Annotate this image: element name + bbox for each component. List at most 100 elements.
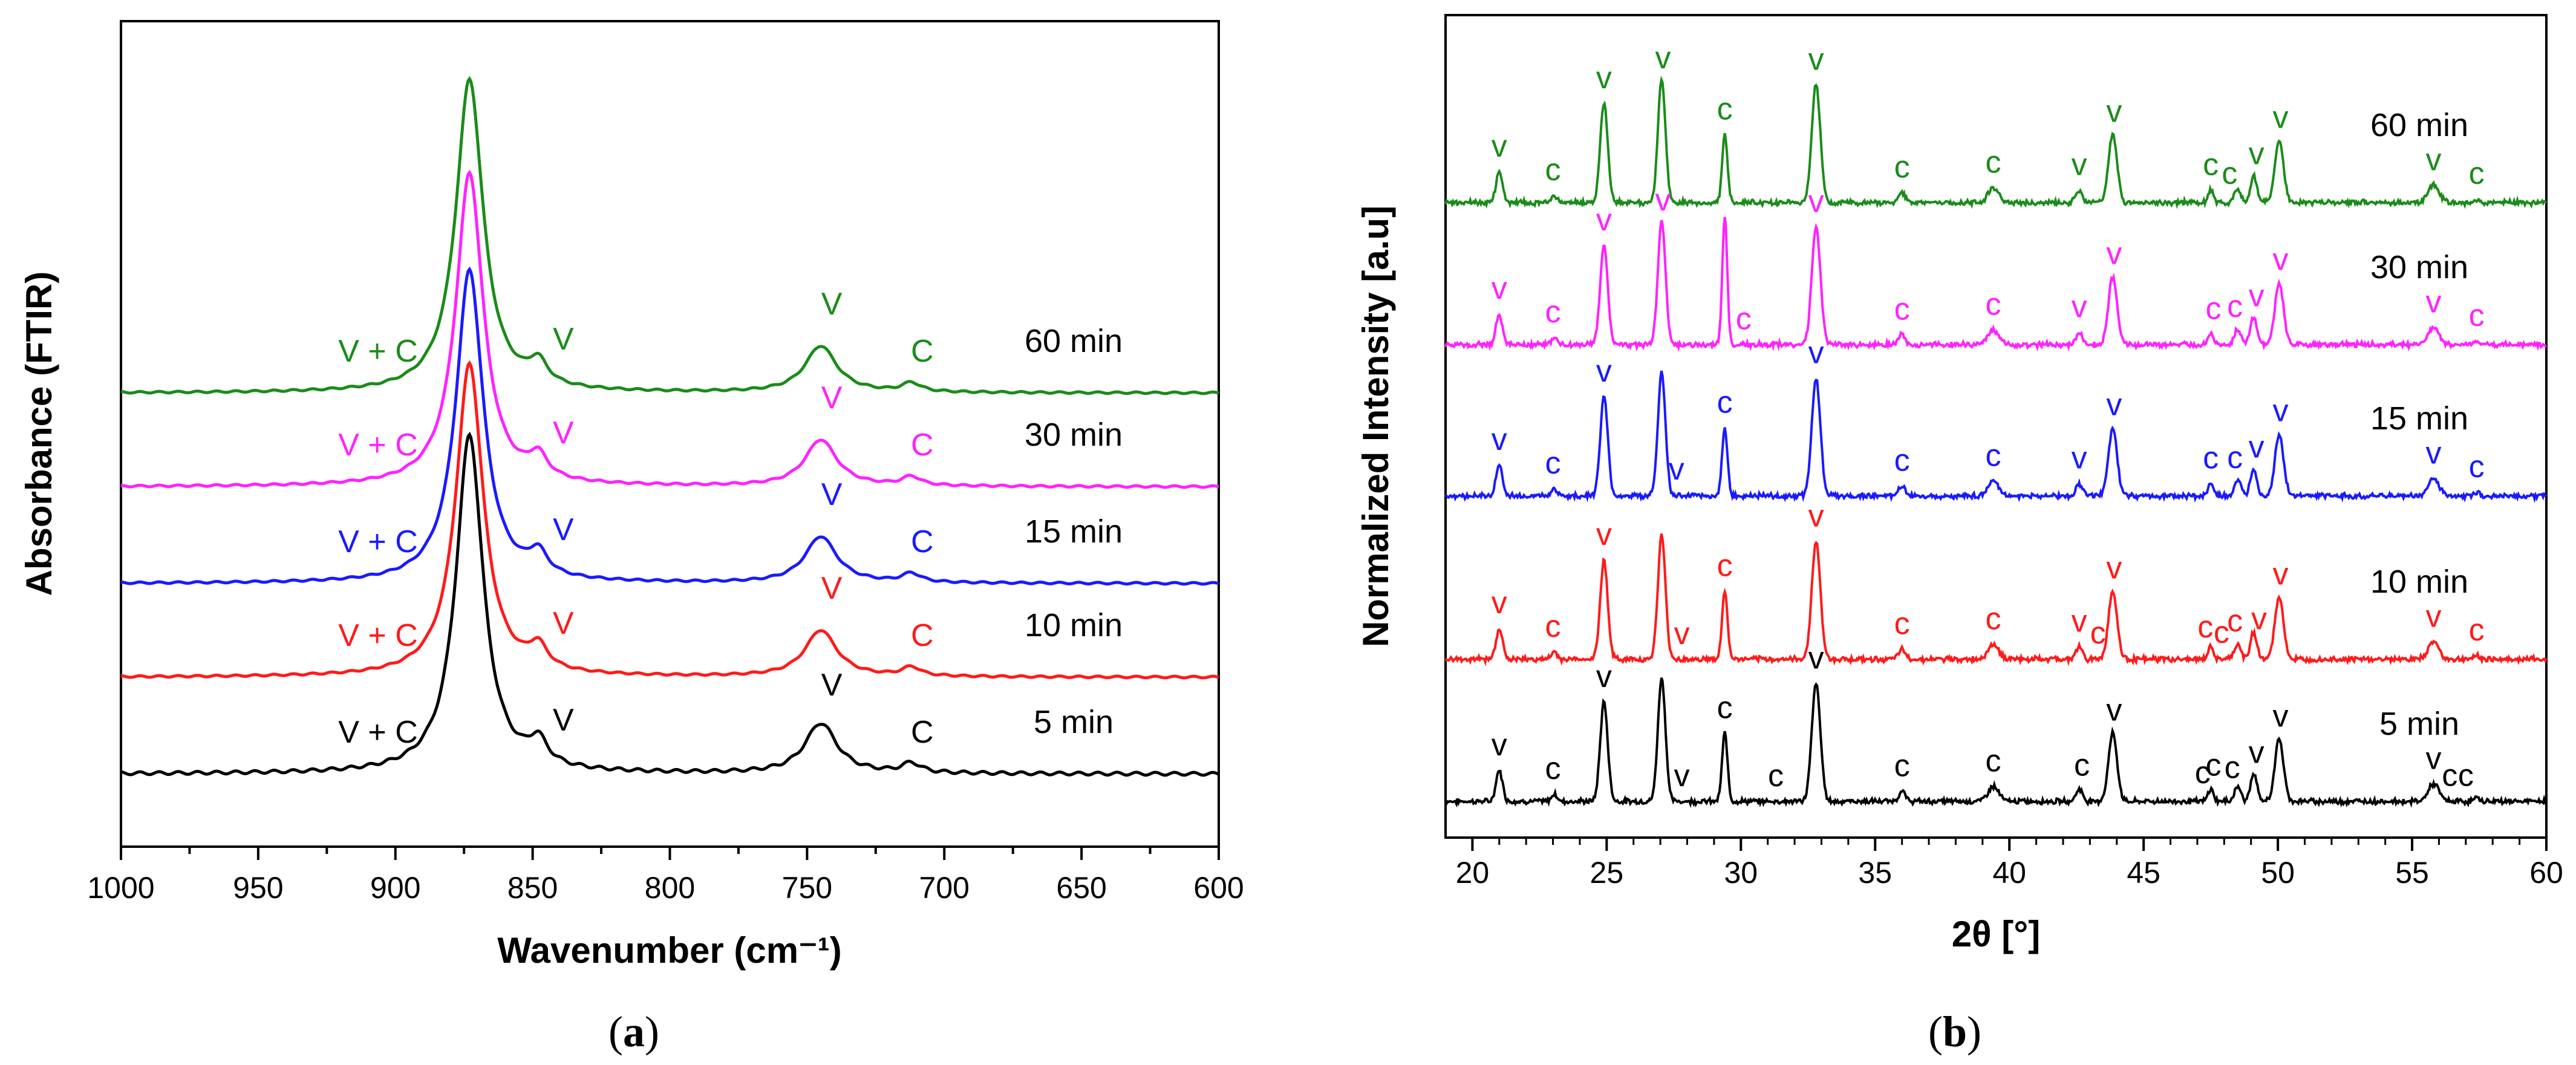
- panel-b-caption: (b): [1928, 1008, 1981, 1056]
- panel-b-phase-mark: c: [1894, 749, 1910, 784]
- panel-b-series-name: 15 min: [2370, 400, 2468, 437]
- panel-b-phase-mark: v: [1808, 498, 1824, 533]
- panel-a-tick-label: 700: [919, 871, 970, 905]
- panel-b-phase-mark: v: [2106, 551, 2122, 586]
- panel-b-phase-mark: v: [2251, 602, 2267, 637]
- panel-b-tick-label: 40: [1992, 856, 2026, 890]
- panel-b-phase-mark: v: [1808, 640, 1824, 676]
- panel-b-phase-mark: c: [1894, 607, 1910, 642]
- panel-b-phase-mark: c: [1768, 758, 1784, 793]
- panel-b-phase-mark: v: [2273, 100, 2289, 135]
- panel-b-phase-mark: c: [1545, 609, 1561, 644]
- panel-b-phase-mark: v: [1596, 203, 1612, 238]
- panel-b-phase-mark: c: [2074, 747, 2090, 783]
- panel-a-peak-label: V: [821, 571, 843, 606]
- panel-b-series-name: 5 min: [2379, 706, 2459, 742]
- panel-a-series-line-30-min: [120, 169, 1219, 489]
- panel-a-xlabel: Wavenumber (cm⁻¹): [497, 930, 842, 971]
- panel-a-tick-label: 900: [370, 871, 420, 905]
- panel-a-peak-label: V: [553, 703, 574, 738]
- panel-b-phase-mark: c: [1986, 287, 2001, 322]
- panel-b-phase-mark: c: [2203, 441, 2219, 476]
- panel-b-phase-mark: v: [2106, 388, 2122, 423]
- panel-b-phase-mark: v: [1655, 183, 1671, 218]
- panel-a-left-label: V + C: [338, 334, 418, 369]
- panel-b-phase-mark: v: [2273, 556, 2289, 591]
- panel-a-tick-label: 1000: [87, 871, 154, 905]
- panel-a-peak-label: C: [911, 334, 934, 369]
- panel-b-phase-mark: c: [2227, 289, 2243, 324]
- panel-b-xlabel: 2θ [°]: [1952, 914, 2040, 954]
- panel-b-phase-mark: v: [2426, 284, 2442, 319]
- panel-b-ylabel: Normalized Intensity [a.u]: [1355, 206, 1396, 647]
- panel-a-peak-label: V: [553, 415, 574, 451]
- panel-b-phase-mark: c: [1717, 690, 1733, 725]
- panel-b-phase-mark: v: [2426, 142, 2442, 177]
- panel-a-series-name: 10 min: [1025, 607, 1123, 643]
- panel-b-phase-mark: v: [2249, 735, 2265, 770]
- panel-b-phase-mark: v: [1596, 354, 1612, 389]
- panel-a-caption: (a): [608, 1008, 659, 1056]
- panel-b-phase-mark: c: [1986, 743, 2001, 778]
- panel-b-phase-mark: c: [2469, 156, 2485, 191]
- panel-b-series-line-10-min: [1444, 533, 2548, 666]
- panel-b-phase-mark: v: [2106, 693, 2122, 728]
- panel-b-phase-mark: c: [2227, 604, 2243, 639]
- panel-a-left-label: V + C: [338, 524, 418, 559]
- panel-b-phase-mark: v: [1596, 659, 1612, 694]
- panel-b-phase-mark: c: [1717, 385, 1733, 420]
- panel-a-peak-label: V: [553, 606, 574, 641]
- panel-b-frame: [1444, 14, 2548, 839]
- panel-a-peak-label: V: [553, 322, 574, 357]
- panel-b-phase-mark: v: [1492, 728, 1507, 763]
- panel-b-tick-label: 50: [2261, 856, 2295, 890]
- panel-a-peak-label: C: [911, 618, 934, 653]
- panel-b-phase-mark: c: [2203, 148, 2219, 183]
- panel-a-series-name: 30 min: [1025, 417, 1123, 453]
- panel-b-series-line-30-min: [1444, 217, 2547, 353]
- panel-b-phase-mark: c: [1717, 91, 1733, 126]
- panel-b-phase-mark: c: [1736, 302, 1752, 337]
- panel-b-phase-mark: c: [1986, 145, 2001, 180]
- panel-a-series-line-60-min: [120, 76, 1219, 396]
- panel-a-peak-label: V: [553, 512, 574, 547]
- panel-b-series-name: 10 min: [2370, 564, 2468, 600]
- panel-b-phase-mark: v: [1492, 585, 1507, 620]
- panel-b-phase-mark: v: [1492, 271, 1507, 306]
- panel-b-tick-label: 25: [1590, 856, 1624, 890]
- panel-b-tick-label: 30: [1724, 856, 1758, 890]
- panel-b-phase-mark: v: [2106, 236, 2122, 272]
- panel-a-series-name: 60 min: [1025, 323, 1123, 359]
- panel-a-left-label: V + C: [338, 428, 418, 463]
- panel-b-tick-label: 55: [2395, 856, 2429, 890]
- panel-b-phase-mark: v: [1674, 616, 1690, 651]
- panel-b-phase-mark: c: [1986, 601, 2001, 636]
- panel-b-series-line-15-min: [1444, 370, 2548, 504]
- panel-b-phase-mark: c: [2090, 616, 2106, 651]
- panel-b-phase-mark: v: [2072, 604, 2087, 639]
- panel-b-phase-mark: c: [2222, 156, 2237, 191]
- panel-b-phase-mark: c: [2469, 613, 2485, 648]
- panel-b-phase-mark: v: [1808, 184, 1824, 219]
- panel-b-phase-mark: v: [2072, 441, 2087, 476]
- panel-b-tick-label: 20: [1456, 856, 1490, 890]
- panel-a-tick-label: 650: [1056, 871, 1106, 905]
- panel-b-series-name: 30 min: [2370, 249, 2468, 285]
- panel-b-phase-mark: v: [2273, 699, 2289, 734]
- panel-b-phase-mark: c: [1894, 292, 1910, 327]
- panel-a-peak-label: V: [821, 287, 843, 322]
- panel-b-series-name: 60 min: [2370, 107, 2468, 143]
- panel-b-phase-mark: v: [1596, 60, 1612, 96]
- panel-b-phase-mark: c: [2442, 758, 2457, 793]
- panel-b-phase-mark: c: [1545, 152, 1561, 187]
- panel-b-phase-mark: c: [1894, 150, 1910, 185]
- panel-b-phase-mark: v: [2072, 148, 2087, 183]
- panel-b-tick-label: 35: [1858, 856, 1892, 890]
- panel-b-phase-mark: c: [2206, 747, 2222, 783]
- panel-b-phase-mark: c: [2458, 758, 2474, 793]
- panel-b-x-ticks: 20 25 30 35 40 45 50 55 60: [1456, 838, 2563, 890]
- panel-b-caption-letter: b: [1943, 1008, 1967, 1056]
- panel-b-phase-mark: c: [1894, 443, 1910, 478]
